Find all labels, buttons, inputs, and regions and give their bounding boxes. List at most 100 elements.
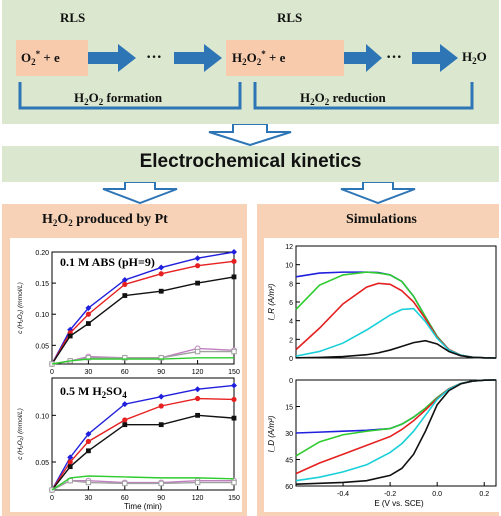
data-point <box>231 415 237 421</box>
data-point <box>231 249 237 255</box>
y-tick-label: 0 <box>289 378 293 385</box>
left-top-ylabel: c (H₂O₂) (mmol/L) <box>17 282 24 334</box>
plot-frame <box>51 377 235 491</box>
data-point <box>194 348 201 355</box>
data-point <box>231 396 237 403</box>
left-charts: 0.05 0.10 0.15 0.20 0 30 60 90 120 150 0.05 0.10 0 30… <box>17 249 240 511</box>
x-tick-label: 0 <box>50 495 54 502</box>
data-point <box>158 264 165 271</box>
data-point <box>158 271 164 277</box>
data-point <box>86 448 91 454</box>
series-line <box>51 357 234 365</box>
right-charts: 0 2 4 6 8 10 12 0 15 30 45 60 -0.4 -0.2 0.0 0.2 I_R (A/m… <box>267 244 497 508</box>
data-point <box>158 403 164 409</box>
y-tick-label: 60 <box>285 484 293 491</box>
arrow-1 <box>88 44 136 72</box>
left-top-label: 0.1 M ABS (pH=9) <box>60 255 155 269</box>
data-point <box>122 355 128 361</box>
x-tick-label: 30 <box>85 369 93 376</box>
rls-label-left: RLS <box>60 10 86 25</box>
y-tick-label: 45 <box>285 458 293 465</box>
data-point <box>85 355 92 361</box>
down-arrow-top <box>208 124 292 146</box>
arrow-4 <box>412 44 458 72</box>
data-point <box>158 288 164 294</box>
right-panel-title: Simulations <box>346 212 417 227</box>
data-point <box>194 255 201 262</box>
x-tick-label: 30 <box>85 495 93 502</box>
series-line <box>295 339 497 359</box>
right-bottom-ylabel: I_D (A/m²) <box>267 415 276 452</box>
data-point <box>231 382 237 389</box>
data-point <box>194 479 201 486</box>
data-point <box>194 386 201 393</box>
y-tick-label: 2 <box>289 337 293 344</box>
h2o2-species-label: H2O2* + e <box>232 49 286 67</box>
data-point <box>195 263 201 269</box>
right-top-ylabel: I_R (A/m²) <box>267 283 276 320</box>
o2-species-box <box>16 40 88 76</box>
y-tick-label: 0.10 <box>35 413 49 420</box>
x-tick-label: 150 <box>228 495 240 502</box>
data-point <box>122 480 128 487</box>
data-point <box>122 293 128 298</box>
y-tick-label: 0.15 <box>35 281 49 288</box>
data-point <box>67 454 74 461</box>
left-xlabel: Time (min) <box>124 502 162 511</box>
data-point <box>195 395 201 402</box>
data-point <box>195 412 200 418</box>
data-point <box>121 277 128 283</box>
x-tick-label: 0.0 <box>432 491 442 498</box>
y-tick-label: 0.20 <box>35 250 49 257</box>
formation-label: H2O2 formation <box>74 90 163 107</box>
y-tick-label: 0.10 <box>35 312 49 319</box>
y-tick-label: 0 <box>289 356 293 363</box>
x-tick-label: 120 <box>192 369 204 376</box>
y-tick-label: 12 <box>285 244 293 251</box>
left-panel-title: H2O2 produced by Pt <box>42 212 168 228</box>
data-point <box>85 305 92 311</box>
data-point <box>67 333 73 339</box>
plot-frame <box>295 245 497 359</box>
x-tick-label: 60 <box>121 369 129 376</box>
y-tick-label: 0.05 <box>35 343 49 350</box>
data-point <box>158 422 164 428</box>
data-point <box>231 348 237 355</box>
x-tick-label: 90 <box>157 495 165 502</box>
data-point <box>231 274 237 280</box>
y-tick-label: 8 <box>289 281 293 288</box>
h2o-end-label: H2O <box>462 49 487 66</box>
h2o2-species-box <box>226 40 344 76</box>
data-point <box>85 431 92 437</box>
x-tick-label: 120 <box>192 495 204 502</box>
data-point <box>158 480 164 487</box>
data-point <box>122 417 128 423</box>
data-point <box>158 355 164 361</box>
x-tick-label: 90 <box>157 369 165 376</box>
x-tick-label: 60 <box>121 495 129 502</box>
left-bottom-ylabel: c (H₂O₂) (mmol/L) <box>17 408 24 460</box>
x-tick-label: 0.2 <box>479 491 489 498</box>
kinetics-bar <box>2 146 499 182</box>
down-arrow-right <box>340 182 416 204</box>
right-xlabel: E (V vs. SCE) <box>374 499 424 508</box>
series-line <box>295 379 497 486</box>
x-tick-label: -0.4 <box>337 491 349 498</box>
left-bottom-label: 0.5 M H2SO4 <box>60 384 127 400</box>
data-point <box>85 479 92 486</box>
data-point <box>158 393 165 400</box>
down-arrow-left <box>102 182 178 204</box>
formation-bracket <box>18 82 474 110</box>
data-point <box>67 459 73 465</box>
x-tick-label: -0.2 <box>384 491 396 498</box>
arrow-2 <box>174 44 222 72</box>
x-tick-label: 150 <box>228 369 240 376</box>
data-point <box>67 464 73 470</box>
rls-label-right: RLS <box>277 10 303 25</box>
data-point <box>86 321 91 326</box>
y-tick-label: 10 <box>285 263 293 270</box>
reduction-label: H2O2 reduction <box>300 90 386 107</box>
ellipsis-1: ··· <box>146 49 163 66</box>
data-point <box>122 281 128 287</box>
data-point <box>85 438 91 445</box>
